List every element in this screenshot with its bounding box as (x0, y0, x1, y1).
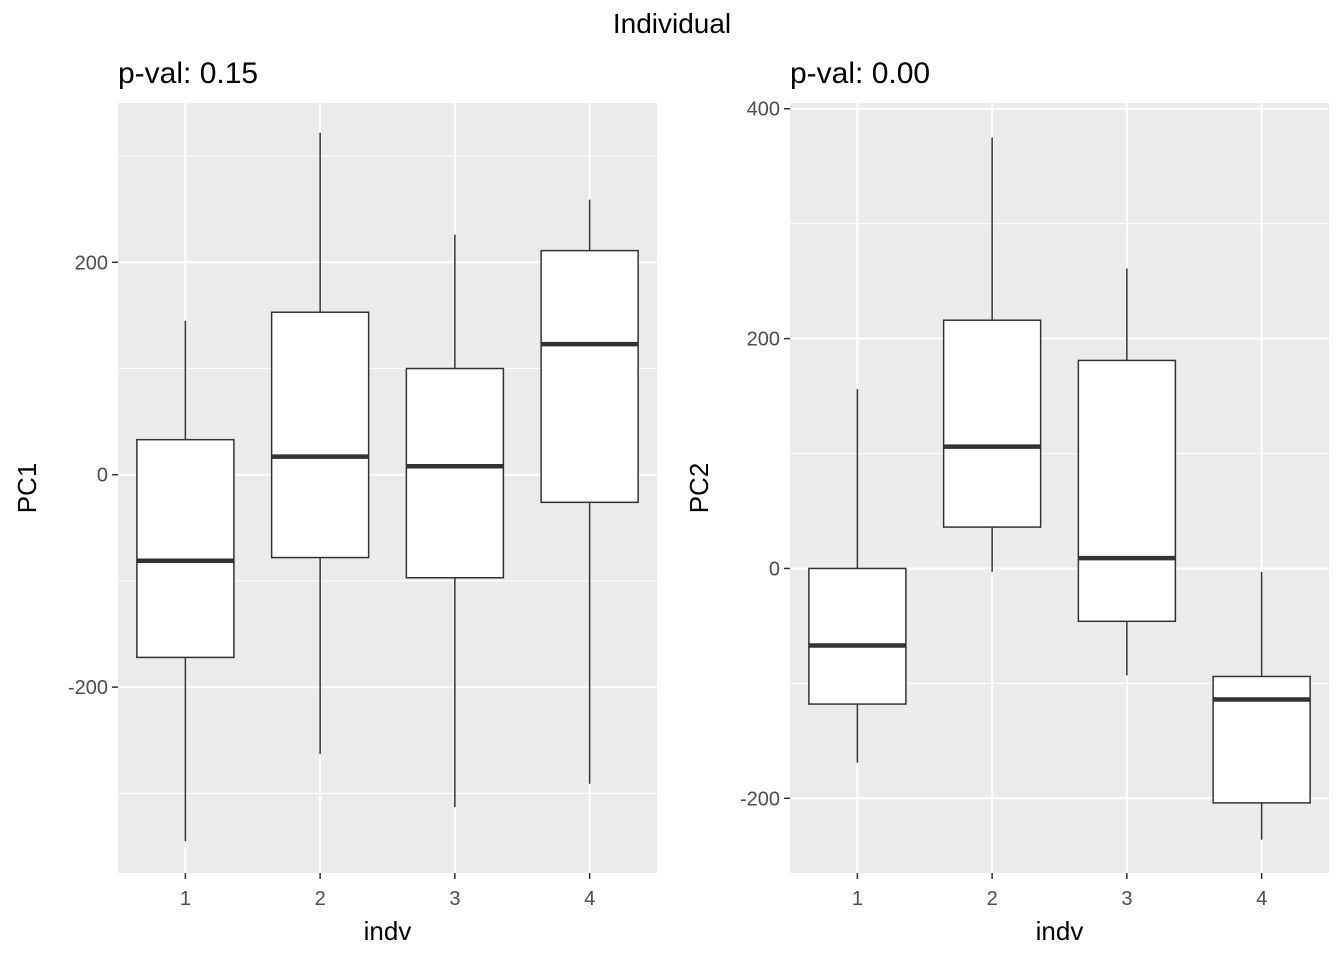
box-1 (808, 389, 907, 763)
box-3 (1077, 268, 1177, 676)
box-2 (270, 132, 370, 755)
box-iqr (405, 367, 505, 579)
box-iqr (808, 567, 907, 705)
box-iqr (1212, 675, 1311, 804)
x-axis-title: indv (364, 916, 412, 946)
panel-title: p-val: 0.15 (118, 57, 258, 90)
box-iqr (540, 249, 639, 504)
y-tick-label: 400 (747, 99, 780, 121)
x-tick-label: 1 (852, 888, 863, 910)
figure-title: Individual (613, 8, 731, 39)
y-axis-title: PC1 (12, 463, 42, 514)
x-tick-label: 3 (1121, 888, 1132, 910)
x-tick-label: 3 (449, 888, 460, 910)
x-tick-label: 4 (1256, 888, 1267, 910)
box-iqr (1077, 359, 1177, 623)
panel-pc1: -200 0 200 1 2 3 4 p-val: 0.15 indv PC1 (12, 57, 657, 946)
box-iqr (942, 319, 1042, 528)
panel-title: p-val: 0.00 (790, 57, 930, 90)
y-tick-label: 0 (97, 465, 108, 487)
y-tick-label: 200 (75, 252, 108, 274)
y-tick-label: 200 (747, 329, 780, 351)
y-tick-label: -200 (68, 677, 108, 699)
x-tick-label: 4 (584, 888, 595, 910)
y-tick-label: -200 (740, 788, 780, 810)
box-iqr (270, 311, 370, 559)
x-tick-label: 2 (987, 888, 998, 910)
box-1 (136, 320, 235, 842)
box-4 (540, 199, 639, 784)
x-axis-title: indv (1036, 916, 1084, 946)
box-4 (1212, 571, 1311, 840)
x-tick-label: 1 (180, 888, 191, 910)
y-tick-label: 0 (769, 558, 780, 580)
box-2 (942, 137, 1042, 572)
x-tick-label: 2 (315, 888, 326, 910)
y-axis-title: PC2 (684, 463, 714, 514)
box-3 (405, 234, 505, 808)
panel-pc2: -200 0 200 400 1 2 3 4 p-val: 0.00 indv PC2 (684, 57, 1329, 946)
box-iqr (136, 438, 235, 659)
